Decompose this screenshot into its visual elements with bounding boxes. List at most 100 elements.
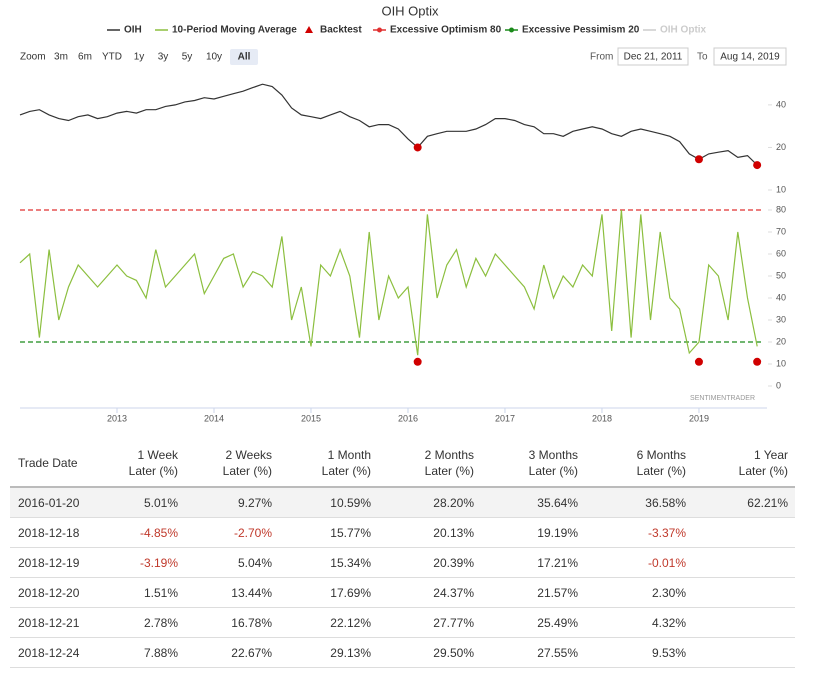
table-cell: 10.59% [279,487,378,518]
to-label: To [697,52,708,63]
chart-title: OIH Optix [381,3,439,18]
table-cell: 2016-01-20 [10,487,110,518]
legend-label[interactable]: Backtest [320,25,362,36]
header-cell: 6 Months Later (%) [585,440,693,488]
backtest-marker [753,357,762,366]
table-cell: 28.20% [378,487,481,518]
table-row: 2018-12-21 2.78% 16.78% 22.12% 27.77% 25.49% 4… [10,607,795,638]
backtest-marker [694,357,703,366]
zoom-button[interactable]: 5y [182,52,193,63]
header-cell: 3 Months Later (%) [481,440,585,488]
table-cell: 5.01% [110,487,185,518]
legend-label[interactable]: 10-Period Moving Average [172,25,297,36]
legend-symbol-dot [377,27,382,33]
x-tick-label: 2017 [495,413,515,423]
table-cell [693,577,795,608]
to-input[interactable] [713,47,787,66]
x-tick-label: 2013 [107,413,127,423]
x-tick-label: 2016 [398,413,418,423]
legend-symbol [305,26,313,33]
x-tick-label: 2019 [689,413,709,423]
table-cell: 13.44% [185,577,279,608]
table-row: 2018-12-18 -4.85% -2.70% 15.77% 20.13% 19.19%… [10,517,795,548]
zoom-button[interactable]: 3m [54,52,68,63]
y2-tick-label: 10 [776,358,786,368]
table-cell: 29.50% [378,637,481,668]
table-cell: 16.78% [185,607,279,638]
backtest-marker [413,357,422,366]
table-cell: -3.19% [110,547,185,578]
table-cell: -2.70% [185,517,279,548]
zoom-button-bg [230,49,258,65]
table-cell: 36.58% [585,487,693,518]
chart: OIH Optix Zoom 3m 6m YTD 1y 3y 5y 10y All From Dec… [19,3,787,423]
table-cell: 15.34% [279,547,378,578]
table-cell: 7.88% [110,637,185,668]
zoom-button[interactable]: 6m [78,52,92,63]
table-cell: 22.12% [279,607,378,638]
x-tick-label: 2018 [592,413,612,423]
y2-tick-label: 70 [776,226,786,236]
table-head: Trade Date 1 Week Later (%) 2 Weeks Later (%… [10,440,795,488]
table-cell: 2.78% [110,607,185,638]
y2-tick-label: 0 [776,380,781,390]
from-label: From [590,52,613,63]
table-cell: 15.77% [279,517,378,548]
table-cell: 5.04% [185,547,279,578]
table-row: 2016-01-20 5.01% 9.27% 10.59% 28.20% 35.64% 36… [10,487,795,518]
header-text: 1 Week [137,448,178,462]
header-text: Later (%) [636,464,686,478]
table-cell: 35.64% [481,487,585,518]
table-cell: 20.39% [378,547,481,578]
y2-tick-label: 20 [776,336,786,346]
zoom-button[interactable]: YTD [102,52,122,63]
table-row: 2018-12-19 -3.19% 5.04% 15.34% 20.39% 17.21% -… [10,547,795,578]
table-cell: 19.19% [481,517,585,548]
table-cell: 2018-12-18 [10,517,110,548]
backtest-marker [413,143,422,152]
table-cell [693,547,795,578]
legend-label[interactable]: Excessive Pessimism 20 [522,25,640,36]
header-text: 6 Months [636,448,686,462]
header-text: Later (%) [528,464,578,478]
table-cell: -3.37% [585,517,693,548]
y2-tick-label: 30 [776,314,786,324]
x-tick-label: 2014 [204,413,224,423]
zoom-button[interactable]: 10y [206,52,222,63]
zoom-button[interactable]: 3y [158,52,169,63]
table-body: 2016-01-20 5.01% 9.27% 10.59% 28.20% 35.64% 36… [10,487,795,668]
header-text: Later (%) [738,464,788,478]
table-cell: 2018-12-20 [10,577,110,608]
table-cell: 2018-12-19 [10,547,110,578]
from-input[interactable] [617,47,689,66]
y-tick-label: 40 [776,99,786,109]
backtest-marker [694,155,703,164]
header-cell: 1 Month Later (%) [279,440,378,488]
table-cell: 9.53% [585,637,693,668]
header-text: 2 Months [424,448,474,462]
table-cell: 27.77% [378,607,481,638]
table-cell: 17.69% [279,577,378,608]
x-tick-label: 2015 [301,413,321,423]
legend-label[interactable]: OIH Optix [660,25,707,36]
legend-label[interactable]: OIH [124,25,142,36]
header-text: 3 Months [528,448,578,462]
table-row: 2018-12-20 1.51% 13.44% 17.69% 24.37% 21.57% 2… [10,577,795,608]
table-cell [693,637,795,668]
y2-tick-label: 80 [776,204,786,214]
table-cell [693,607,795,638]
y-tick-label: 20 [776,142,786,152]
table-cell: -0.01% [585,547,693,578]
series-line [19,209,758,356]
header-text: 2 Weeks [225,448,272,462]
header-text: Later (%) [321,464,371,478]
from-date: Dec 21, 2011 [624,52,683,63]
table-cell: 62.21% [693,487,795,518]
table-cell: 4.32% [585,607,693,638]
legend-label[interactable]: Excessive Optimism 80 [390,25,502,36]
header-text: Later (%) [424,464,474,478]
table-cell: 21.57% [481,577,585,608]
zoom-button[interactable]: 1y [134,52,145,63]
zoom-button[interactable]: All [238,52,251,63]
